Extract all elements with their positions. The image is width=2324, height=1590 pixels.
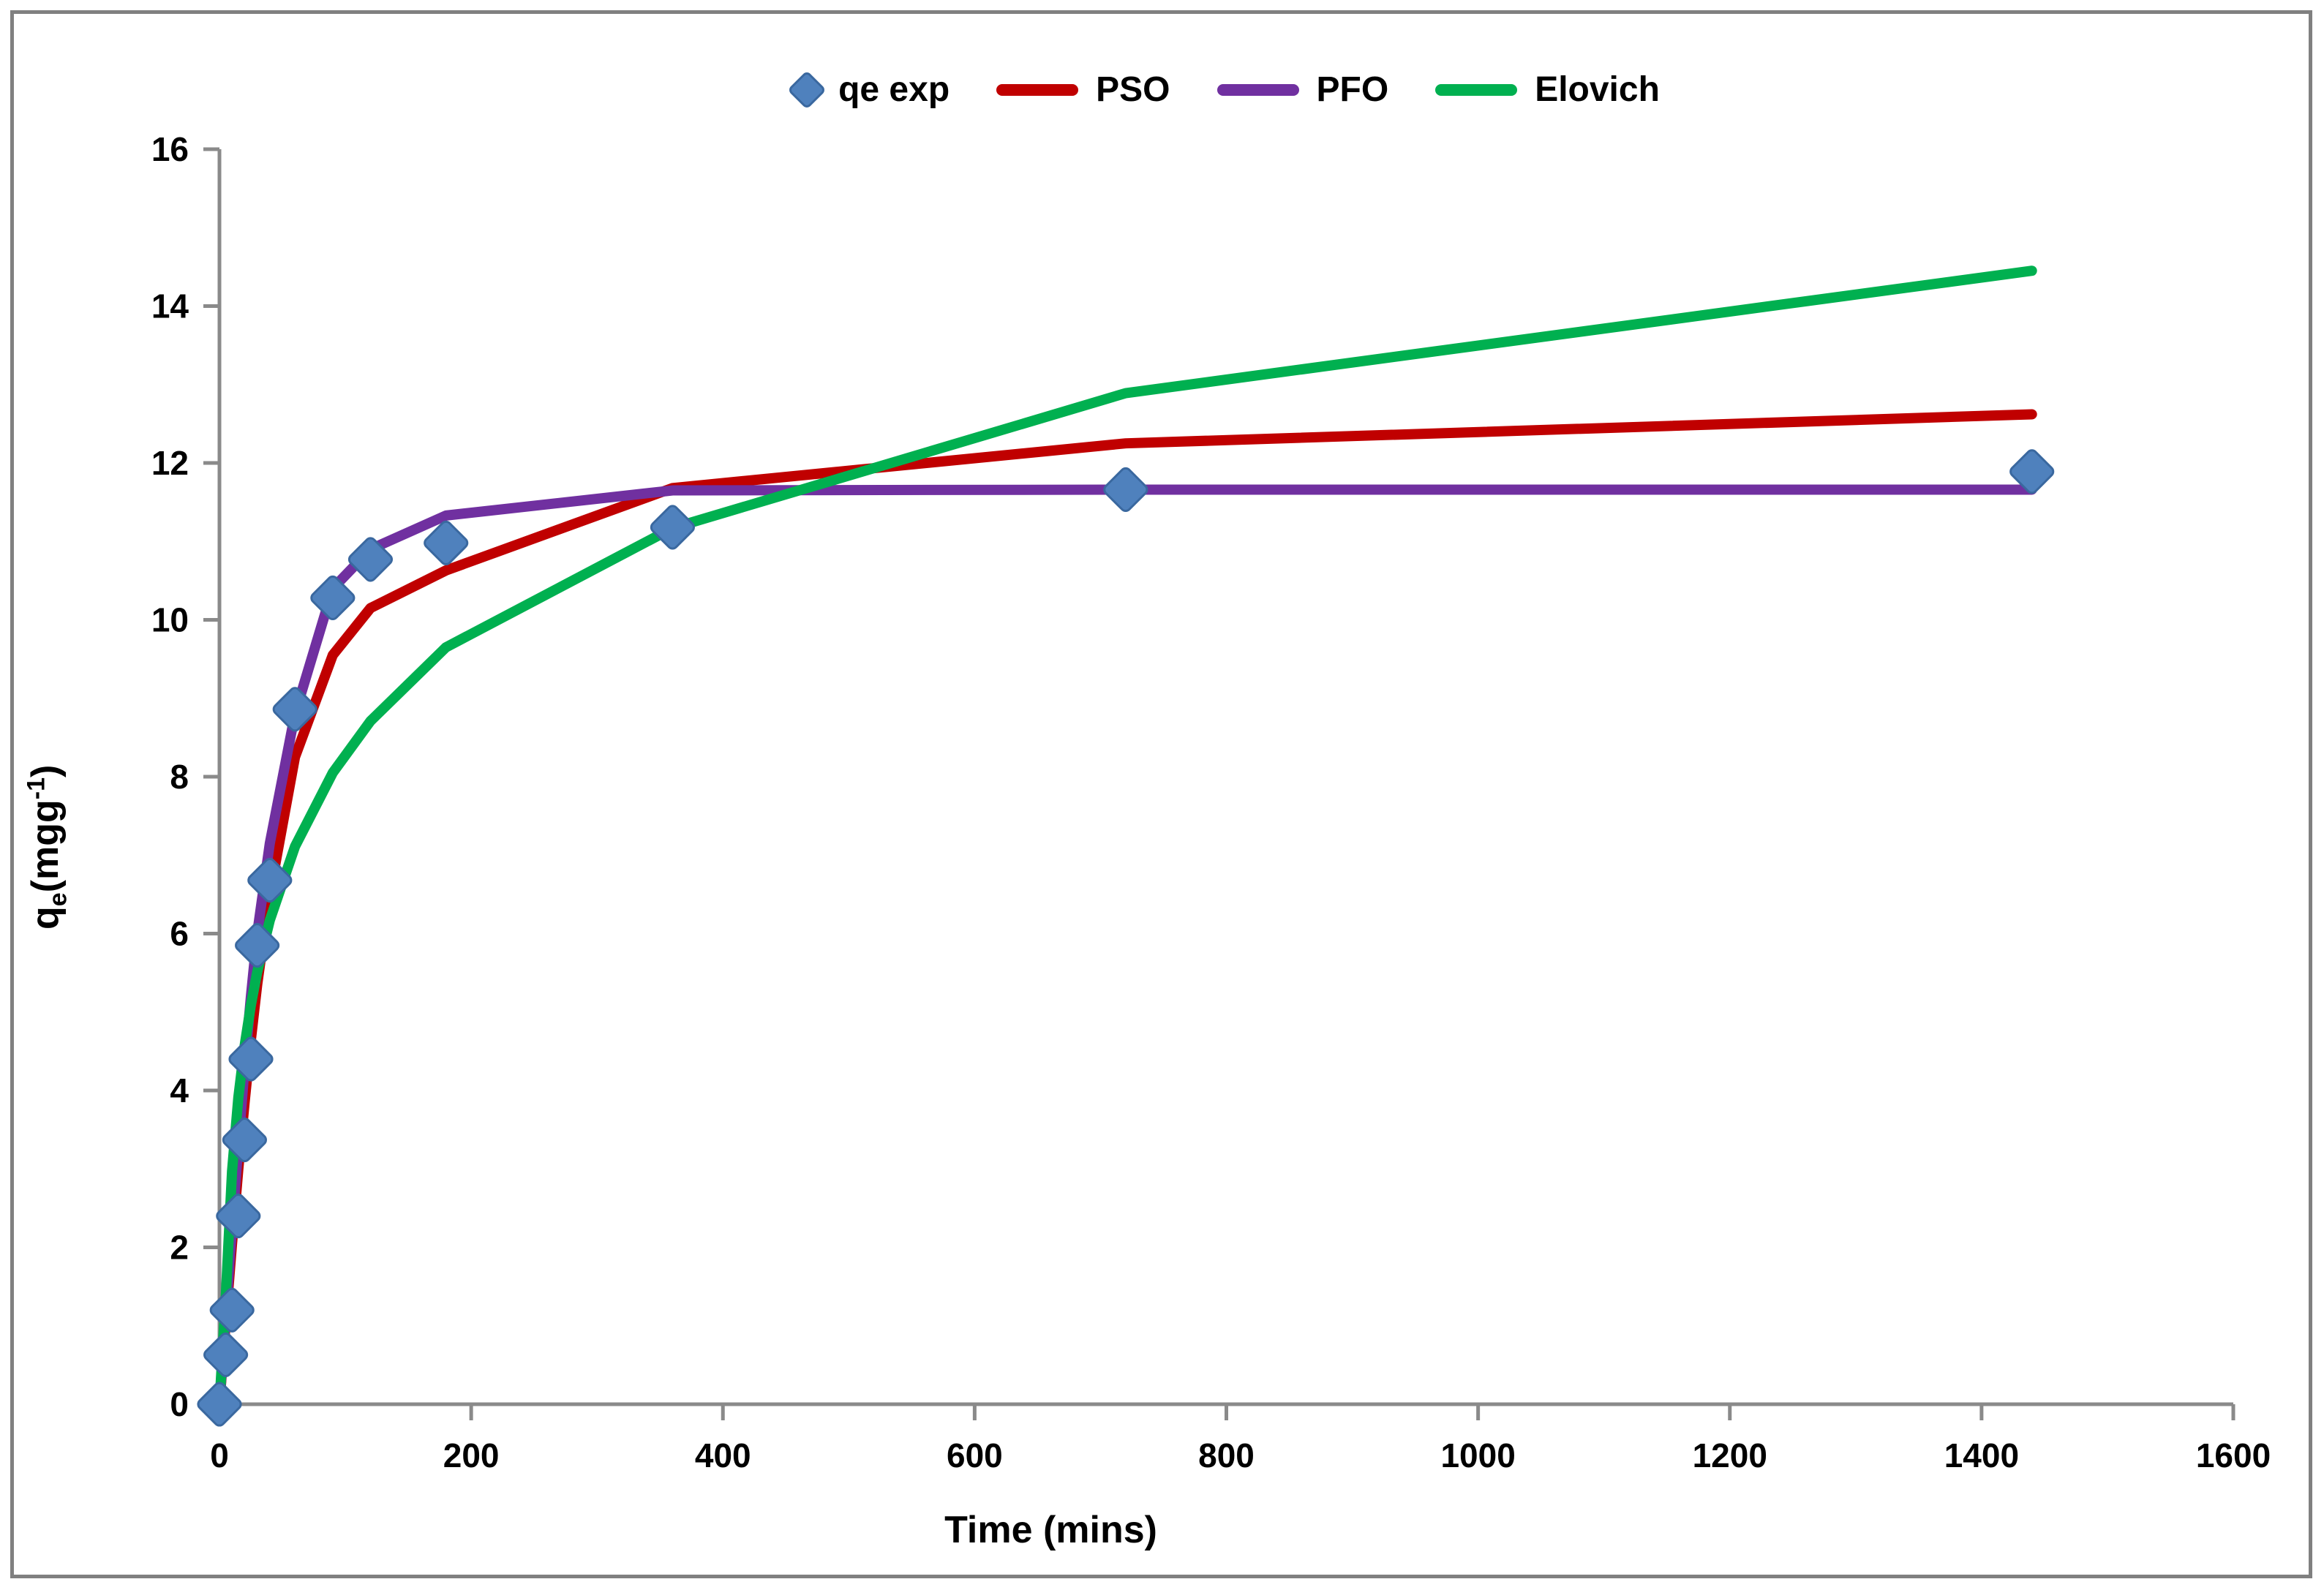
data-point-qe-exp[interactable] [215,1193,262,1240]
legend-line-marker-icon [996,84,1079,96]
legend-item-qe-exp[interactable]: qe exp [787,70,950,110]
x-tick-label: 0 [210,1436,229,1474]
y-axis-title-base: q [23,906,67,930]
legend-line-marker-icon [1216,84,1299,96]
x-tick-label: 1600 [2196,1436,2271,1474]
x-axis-title: Time (mins) [0,1508,2324,1552]
legend-item-pso[interactable]: PSO [996,72,1170,108]
legend-label: qe exp [838,70,950,109]
data-point-qe-exp[interactable] [271,686,318,733]
data-point-qe-exp[interactable] [347,536,394,583]
y-tick-label: 16 [151,130,189,168]
data-point-qe-exp[interactable] [423,519,470,566]
x-tick-label: 200 [443,1436,500,1474]
legend-line-marker-icon [1435,84,1518,96]
x-tick-label: 1200 [1693,1436,1767,1474]
y-axis-title-sup: -1 [22,777,50,800]
data-point-qe-exp[interactable] [221,1117,268,1164]
data-point-qe-exp[interactable] [247,857,293,904]
y-tick-label: 6 [170,915,189,953]
x-tick-label: 400 [695,1436,751,1474]
data-point-qe-exp[interactable] [234,922,281,969]
data-point-qe-exp[interactable] [1102,467,1149,513]
y-axis-title: qe(mgg-1) [23,390,73,1304]
x-tick-label: 600 [947,1436,1003,1474]
legend: qe exp PSO PFO Elovich [219,64,2233,116]
legend-item-pfo[interactable]: PFO [1216,70,1389,109]
series-line-pso[interactable] [214,409,2037,1409]
data-point-qe-exp[interactable] [309,575,356,622]
data-point-qe-exp[interactable] [203,1331,249,1378]
y-tick-label: 0 [170,1385,189,1423]
y-tick-label: 12 [151,444,189,482]
legend-diamond-marker-icon [787,70,827,110]
y-tick-label: 10 [151,601,189,639]
y-tick-label: 4 [170,1071,189,1109]
figure-border [10,10,2312,1578]
y-tick-label: 14 [151,287,189,325]
legend-label: Elovich [1535,70,1660,109]
data-point-qe-exp[interactable] [208,1286,255,1333]
x-tick-label: 1000 [1440,1436,1515,1474]
legend-label: PSO [1096,70,1170,109]
legend-label: PFO [1316,70,1389,109]
x-tick-label: 800 [1198,1436,1255,1474]
y-axis-title-mid: (mgg [23,799,67,893]
data-point-qe-exp[interactable] [227,1036,274,1082]
y-axis-title-sub: e [44,892,72,907]
x-axis-title-text: Time (mins) [944,1509,1157,1551]
data-point-qe-exp[interactable] [196,1381,243,1428]
data-point-qe-exp[interactable] [649,504,696,551]
y-tick-label: 8 [170,758,189,796]
y-tick-label: 2 [170,1229,189,1267]
data-point-qe-exp[interactable] [2009,448,2056,495]
legend-item-elovich[interactable]: Elovich [1435,72,1660,108]
x-tick-label: 1400 [1944,1436,2019,1474]
y-axis-title-end: ) [23,764,67,778]
